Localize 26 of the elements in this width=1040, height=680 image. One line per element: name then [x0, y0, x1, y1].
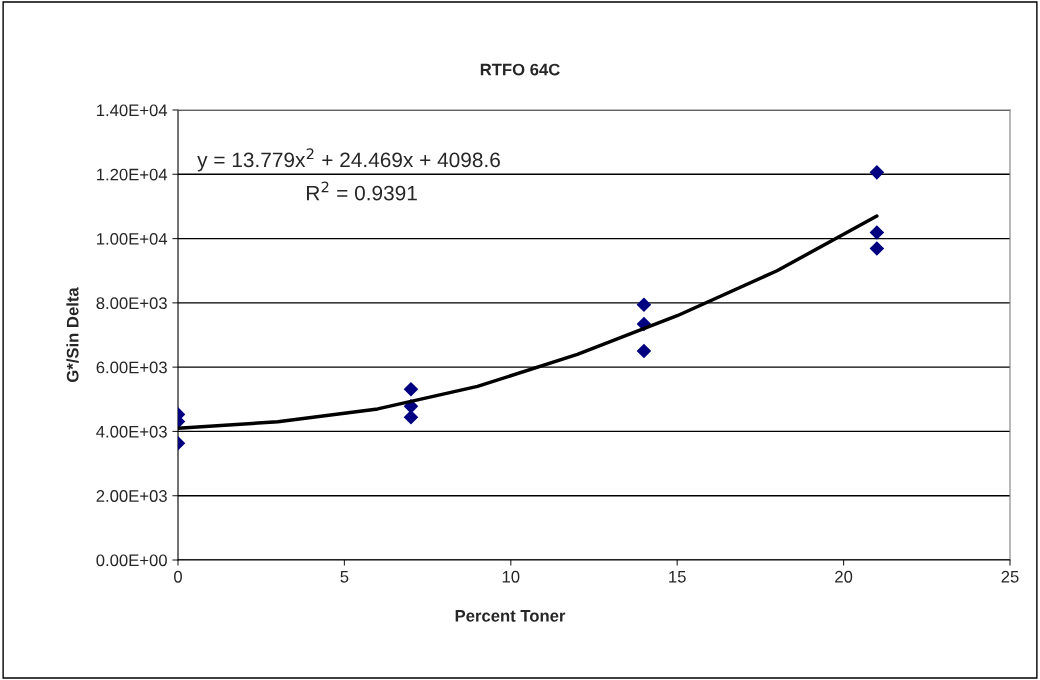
x-tick-label: 25 — [1001, 570, 1019, 583]
x-axis-title: Percent Toner — [455, 610, 566, 622]
point — [869, 225, 885, 240]
y-tick-label: 1.40E+04 — [97, 104, 168, 117]
y-tick-label: 4.00E+03 — [96, 425, 167, 438]
chart-title: RTFO 64C — [480, 63, 560, 76]
annotation: y = 13.779x$^{2}$ + 24.469x + 4098.6 — [197, 148, 500, 172]
x-tick-label: 0 — [174, 570, 182, 583]
point — [636, 343, 652, 359]
y-tick-label: 0.00E+00 — [96, 554, 167, 567]
x-tick-label: 15 — [669, 571, 686, 583]
y-tick-label: 6.00E+03 — [96, 361, 167, 374]
x-tick-label: 20 — [835, 570, 853, 583]
point — [403, 410, 419, 425]
annotation: R$^{2}$ = 0.9391 — [307, 181, 417, 201]
point — [403, 382, 419, 397]
y-tick-label: 1.00E+04 — [97, 232, 168, 245]
y-axis-title: G*/Sin Delta — [66, 287, 79, 383]
x-tick-label: 10 — [502, 570, 520, 583]
point — [636, 297, 652, 313]
point — [869, 241, 885, 256]
point — [869, 165, 885, 180]
y-tick-label: 1.20E+04 — [97, 168, 168, 181]
y-tick-label: 2.00E+03 — [96, 490, 167, 502]
x-tick-label: 5 — [340, 571, 349, 583]
y-tick-label: 8.00E+03 — [96, 297, 167, 310]
